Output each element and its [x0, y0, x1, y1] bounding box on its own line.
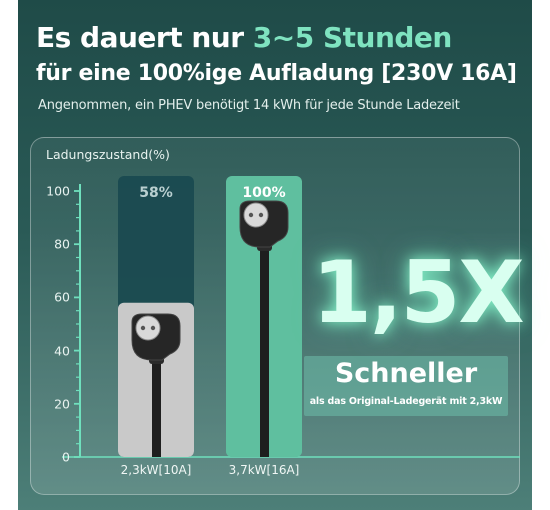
y-tick-label: 80 [54, 236, 70, 252]
charger-cable [152, 358, 161, 457]
charger-plug-face [243, 202, 269, 228]
faster-note: als das Original-Ladegerät mit 2,3kW [309, 396, 503, 407]
charger-pin [150, 325, 156, 331]
frame-edge-right [532, 0, 550, 510]
charger-pin [248, 212, 254, 218]
faster-word: Schneller [334, 358, 478, 389]
speed-multiplier: 1,5X [312, 243, 525, 343]
subtitle: Angenommen, ein PHEV benötigt 14 kWh für… [38, 98, 460, 113]
charger-cable [260, 245, 269, 457]
y-tick-label: 100 [46, 183, 70, 199]
y-tick-label: 20 [54, 396, 70, 412]
y-tick-label: 0 [62, 449, 70, 465]
y-tick-label: 40 [54, 343, 70, 359]
y-tick-label: 60 [54, 289, 70, 305]
bar-value-label: 58% [139, 185, 173, 201]
header: Es dauert nur 3~5 Stunden für eine 100%i… [36, 18, 536, 90]
title-line-2: für eine 100%ige Aufladung [230V 16A] [36, 61, 517, 86]
charger-plug-face [135, 315, 161, 341]
x-tick-label: 3,7kW[16A] [228, 463, 300, 477]
x-tick-label: 2,3kW[10A] [120, 463, 192, 477]
charger-pin [140, 325, 146, 331]
title-prefix: Es dauert nur [36, 21, 253, 54]
bar-value-label: 100% [242, 185, 285, 201]
y-axis-label: Ladungszustand(%) [46, 147, 170, 162]
frame-edge-left [0, 0, 18, 510]
page-title: Es dauert nur 3~5 Stunden [36, 18, 536, 58]
title-highlight: 3~5 Stunden [252, 21, 453, 54]
faster-badge: Schneller als das Original-Ladegerät mit… [304, 356, 508, 416]
charger-pin [258, 212, 264, 218]
